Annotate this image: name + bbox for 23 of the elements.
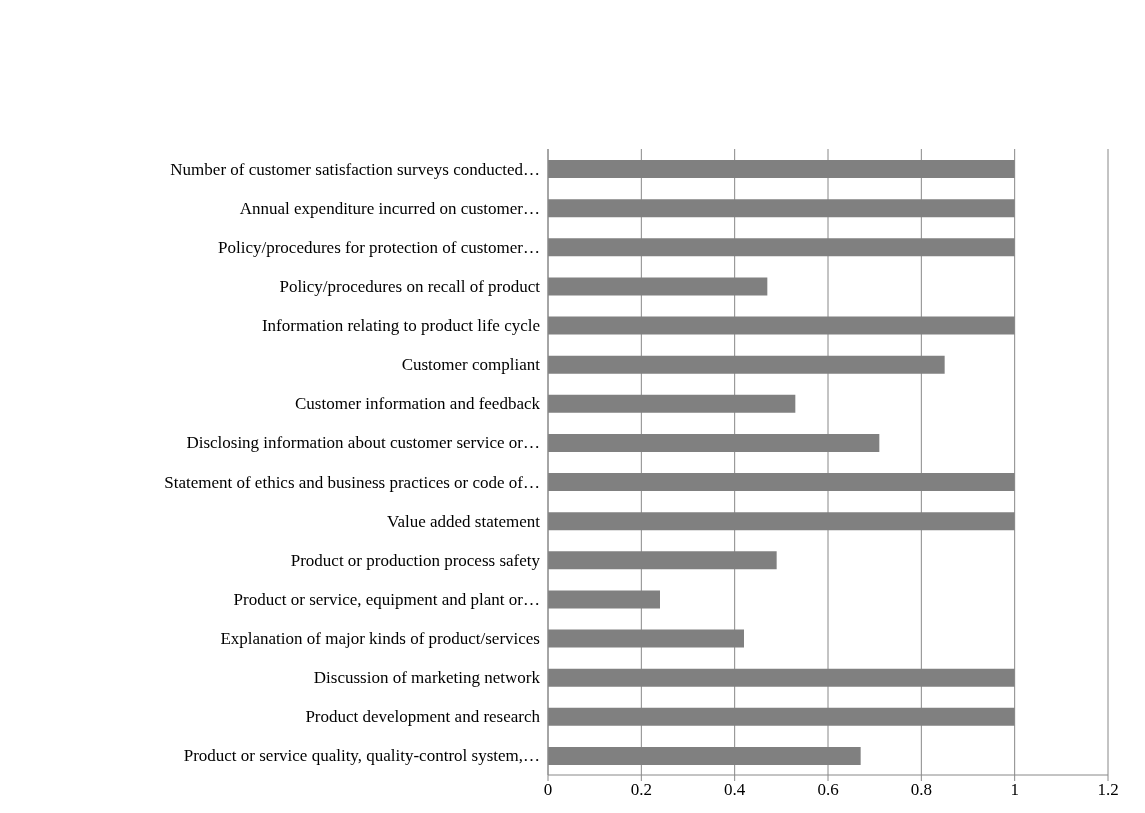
y-tick-label: Value added statement	[387, 511, 541, 531]
y-tick-label: Product or service, equipment and plant or…	[233, 589, 540, 609]
x-tick-label: 0.2	[630, 780, 652, 800]
y-tick-label: Discussion of marketing network	[313, 668, 541, 688]
y-tick-label: Information relating to product life cycle	[261, 316, 540, 336]
y-tick-label: Policy/procedures for protection of customer…	[218, 237, 540, 257]
x-tick-label: 0	[543, 780, 553, 800]
x-tick-label: 0.4	[724, 780, 746, 800]
y-tick-label: Product or service quality, quality-control system,…	[183, 746, 540, 766]
x-tick-label: 1	[1010, 780, 1019, 800]
x-tick-label: 1.2	[1097, 780, 1119, 800]
y-tick-label: Number of customer satisfaction surveys conducted…	[170, 159, 540, 179]
x-tick-label: 0.8	[910, 780, 932, 800]
x-tick-label: 0.6	[817, 780, 839, 800]
y-tick-label: Disclosing information about customer service or…	[186, 433, 540, 453]
y-tick-label: Explanation of major kinds of product/services	[220, 629, 540, 649]
y-tick-label: Product development and research	[305, 707, 541, 727]
y-tick-label: Customer compliant	[401, 355, 541, 375]
y-tick-label: Product or production process safety	[290, 550, 541, 570]
y-tick-label: Statement of ethics and business practices or code of…	[164, 472, 540, 492]
y-tick-label: Annual expenditure incurred on customer…	[239, 198, 540, 218]
y-tick-label: Policy/procedures on recall of product	[279, 276, 541, 296]
y-tick-label: Customer information and feedback	[294, 394, 541, 414]
